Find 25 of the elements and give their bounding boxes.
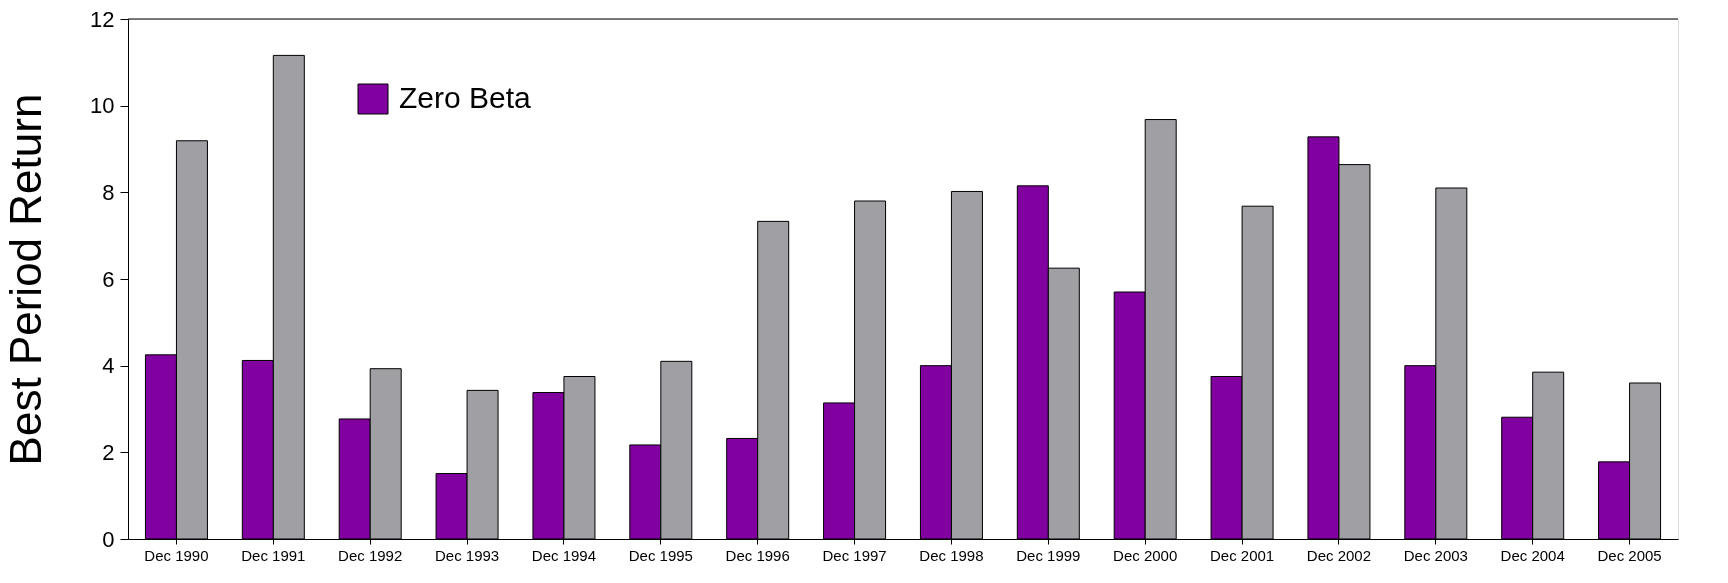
y-tick-label: 10 bbox=[90, 93, 115, 119]
x-tick-label: Dec 1990 bbox=[144, 546, 209, 564]
x-tick-label: Dec 1996 bbox=[725, 546, 790, 564]
legend-label: Zero Beta bbox=[399, 81, 532, 114]
x-tick-label: Dec 1991 bbox=[241, 546, 306, 564]
y-axis-title: Best Period Return bbox=[1, 93, 51, 466]
x-tick-label: Dec 2003 bbox=[1403, 546, 1468, 564]
x-tick-label: Dec 2000 bbox=[1113, 546, 1178, 564]
y-tick-label: 4 bbox=[102, 353, 115, 379]
y-tick-label: 0 bbox=[102, 526, 115, 552]
y-tick-label: 2 bbox=[102, 439, 115, 465]
x-tick-label: Dec 1997 bbox=[822, 546, 887, 564]
y-tick-label: 6 bbox=[102, 266, 115, 292]
x-tick-label: Dec 1998 bbox=[919, 546, 984, 564]
x-tick-label: Dec 2001 bbox=[1209, 546, 1275, 564]
x-tick-label: Dec 1992 bbox=[338, 546, 403, 564]
x-tick-label: Dec 2005 bbox=[1597, 546, 1662, 564]
x-tick-label: Dec 1999 bbox=[1016, 546, 1081, 564]
y-tick-label: 12 bbox=[90, 6, 115, 32]
x-tick-label: Dec 1995 bbox=[628, 546, 693, 564]
x-tick-label: Dec 2002 bbox=[1306, 546, 1372, 564]
x-tick-label: Dec 1993 bbox=[434, 546, 500, 564]
y-tick-label: 8 bbox=[102, 179, 115, 205]
x-tick-label: Dec 1994 bbox=[531, 546, 597, 564]
x-tick-label: Dec 2004 bbox=[1500, 546, 1565, 564]
